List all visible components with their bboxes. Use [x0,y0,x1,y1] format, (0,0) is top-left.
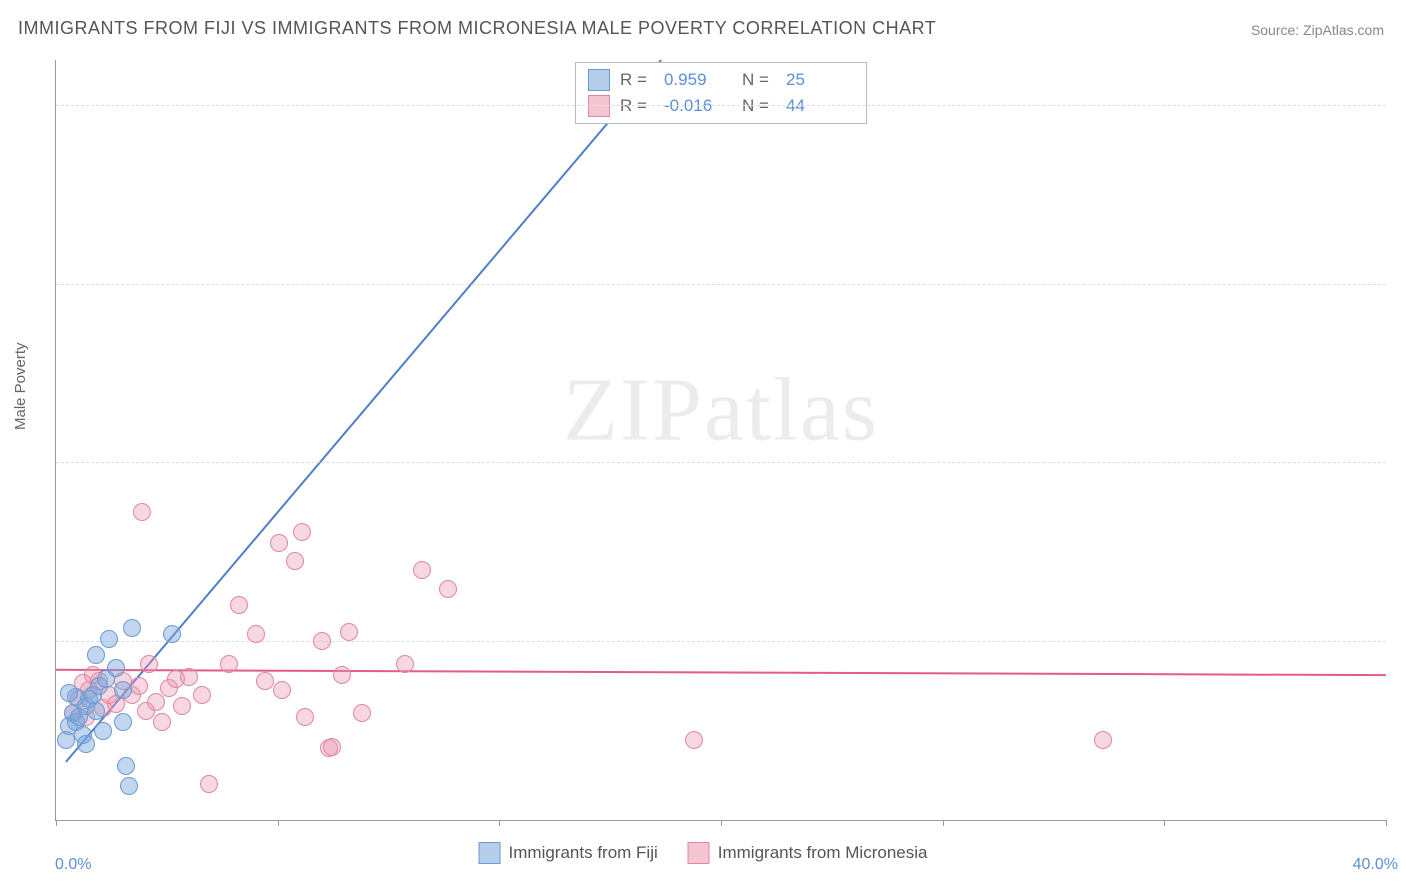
data-point [230,596,248,614]
data-point [270,534,288,552]
data-point [193,686,211,704]
data-point [130,677,148,695]
x-tick-min: 0.0% [55,856,91,874]
legend-label: Immigrants from Fiji [509,843,658,863]
data-point [353,704,371,722]
n-label: N = [742,93,776,119]
series-legend: Immigrants from Fiji Immigrants from Micr… [479,842,928,864]
chart-title: IMMIGRANTS FROM FIJI VS IMMIGRANTS FROM … [18,18,936,39]
legend-swatch [588,69,610,91]
gridline [56,105,1386,106]
data-point [685,731,703,749]
data-point [220,655,238,673]
trend-lines [56,60,1386,820]
data-point [114,713,132,731]
gridline [56,284,1386,285]
data-point [114,681,132,699]
data-point [340,623,358,641]
x-tick-mark [1164,820,1165,826]
data-point [273,681,291,699]
data-point [120,777,138,795]
n-value: 44 [786,93,854,119]
plot-area: ZIPatlas R =0.959N =25R =-0.016N =44 20.… [55,60,1386,821]
legend-row: R = -0.016 N = 44 [588,93,854,119]
data-point [147,693,165,711]
data-point [163,625,181,643]
legend-row: R = 0.959 N = 25 [588,67,854,93]
data-point [133,503,151,521]
data-point [123,619,141,637]
data-point [100,630,118,648]
data-point [77,735,95,753]
r-label: R = [620,67,654,93]
x-tick-mark [278,820,279,826]
y-tick-label: 60.0% [1393,275,1406,293]
r-value: 0.959 [664,67,732,93]
x-tick-mark [1386,820,1387,826]
data-point [413,561,431,579]
data-point [173,697,191,715]
source-credit: Source: ZipAtlas.com [1251,22,1384,38]
legend-label: Immigrants from Micronesia [718,843,928,863]
data-point [439,580,457,598]
data-point [293,523,311,541]
x-tick-mark [56,820,57,826]
legend-swatch [479,842,501,864]
data-point [87,702,105,720]
data-point [333,666,351,684]
data-point [200,775,218,793]
data-point [117,757,135,775]
n-value: 25 [786,67,854,93]
data-point [107,659,125,677]
r-value: -0.016 [664,93,732,119]
data-point [180,668,198,686]
data-point [313,632,331,650]
trend-line [56,670,1386,675]
legend-item: Immigrants from Micronesia [688,842,928,864]
x-tick-mark [721,820,722,826]
x-tick-mark [499,820,500,826]
data-point [1094,731,1112,749]
n-label: N = [742,67,776,93]
r-label: R = [620,93,654,119]
gridline [56,462,1386,463]
y-tick-label: 20.0% [1393,632,1406,650]
x-tick-mark [943,820,944,826]
data-point [60,684,78,702]
data-point [247,625,265,643]
y-tick-label: 40.0% [1393,453,1406,471]
correlation-legend: R = 0.959 N = 25 R = -0.016 N = 44 [575,62,867,124]
data-point [296,708,314,726]
legend-item: Immigrants from Fiji [479,842,658,864]
data-point [323,738,341,756]
data-point [256,672,274,690]
data-point [286,552,304,570]
legend-swatch [588,95,610,117]
data-point [153,713,171,731]
data-point [87,646,105,664]
legend-swatch [688,842,710,864]
y-axis-label: Male Poverty [12,342,29,430]
data-point [140,655,158,673]
data-point [94,722,112,740]
y-tick-label: 80.0% [1393,96,1406,114]
x-tick-max: 40.0% [1353,856,1398,874]
data-point [396,655,414,673]
